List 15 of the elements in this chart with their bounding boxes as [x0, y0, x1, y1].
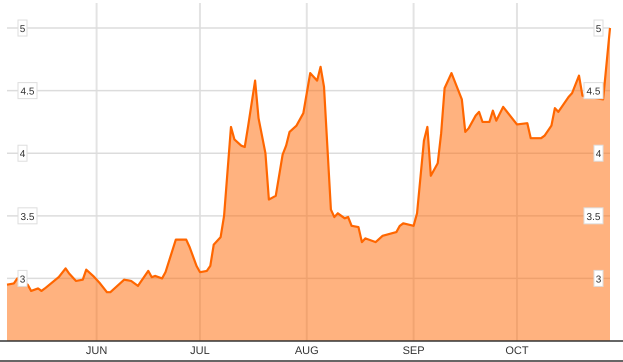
y2-tick-label: 3: [596, 274, 602, 286]
x-tick-label: AUG: [294, 345, 319, 357]
y-tick-label: 3: [20, 274, 26, 286]
y-tick-label: 5: [20, 24, 26, 36]
y2-tick-label: 5: [596, 24, 602, 36]
x-tick-label: JUN: [86, 345, 108, 357]
y-tick-label: 4.5: [20, 86, 35, 98]
y2-tick-label: 4: [596, 149, 602, 160]
y2-tick-label: 4.5: [586, 86, 601, 98]
y-tick-label: 4: [20, 149, 26, 160]
y2-tick-label: 3.5: [586, 212, 601, 223]
y-tick-label: 3.5: [20, 212, 35, 223]
x-tick-label: JUL: [190, 345, 210, 357]
x-tick-label: SEP: [402, 345, 425, 357]
x-tick-label: OCT: [505, 345, 529, 357]
